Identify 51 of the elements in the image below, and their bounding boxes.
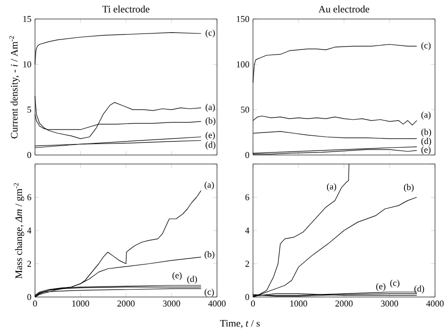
y-tick-label: 0 [245,152,250,158]
annotation: (e) [206,132,215,140]
annotation: (c) [204,288,214,297]
y-tick-label: 0 [27,152,32,158]
annotation: (a) [206,104,215,112]
x-tick-label: 3000 [162,300,180,307]
annotation: (c) [421,42,431,50]
x-tick-label: 4000 [208,300,226,307]
annotation: (a) [326,183,336,192]
y-tick-label: 0 [245,294,250,300]
annotation: (d) [414,285,424,294]
annotation: (c) [206,29,215,38]
annotation: (b) [404,184,414,192]
annotation: (b) [204,251,214,260]
annotation: (e) [376,283,386,292]
x-tick-label: 3000 [380,300,398,307]
annotation: (d) [206,141,216,150]
y-tick-label: 2 [245,260,249,267]
y-tick-label: 2 [27,260,31,267]
x-axis-title: Time, t / s [220,320,260,328]
x-tick-label: 2000 [117,300,135,307]
y-axis-title: Mass change, Δm / gm$^{-2}$ [14,183,24,278]
annotation: (e) [172,272,182,280]
x-tick-label: 1000 [72,300,90,307]
y-tick-label: 6 [245,194,250,200]
annotation: (b) [206,117,216,126]
annotation: (c) [390,280,400,288]
y-tick-label: 10 [23,61,32,68]
annotation: (a) [421,111,431,120]
x-tick-label: 2000 [335,300,353,307]
y-tick-label: 4 [27,228,32,234]
y-axis-title: Current density, - i / Am$^{-2}$ [9,36,20,138]
y-tick-label: 5 [28,106,32,113]
chart-title: Ti electrode [102,5,150,12]
y-tick-label: 100 [236,61,250,68]
annotation: (e) [421,146,431,155]
annotation: (d) [187,276,197,284]
annotation: (b) [421,128,432,137]
y-tick-label: 4 [245,228,250,234]
x-tick-label: 4000 [426,300,444,307]
chart-title: Au electrode [318,5,370,12]
y-tick-label: 0 [27,294,32,300]
y-tick-label: 50 [241,106,250,113]
y-tick-label: 6 [27,194,32,200]
y-tick-label: 150 [236,16,250,22]
annotation: (a) [204,182,214,190]
annotation: (d) [421,138,432,146]
x-tick-label: 1000 [290,300,308,307]
x-tick-label: 0 [251,300,255,307]
y-tick-label: 15 [23,16,32,22]
x-tick-label: 0 [33,300,37,307]
